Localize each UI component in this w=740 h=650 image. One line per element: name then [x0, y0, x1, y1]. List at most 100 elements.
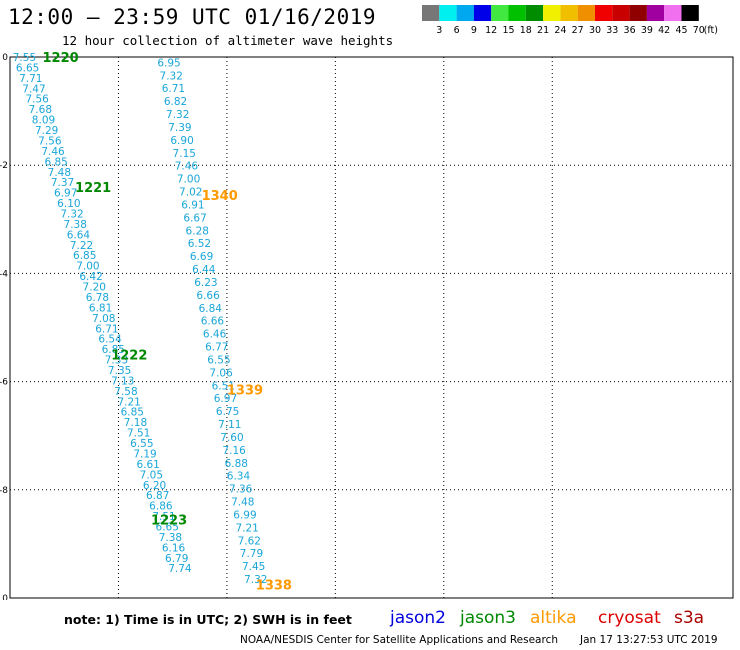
footer-credit: NOAA/NESDIS Center for Satellite Applica… — [240, 634, 558, 646]
legend-label-15: 15 — [502, 25, 514, 36]
wave-height-value: 7.32 — [166, 109, 189, 121]
wave-height-value: 6.64 — [67, 229, 91, 241]
legend-label-24: 24 — [554, 25, 566, 36]
wave-height-value: 7.38 — [159, 532, 182, 544]
wave-height-value: 6.34 — [227, 471, 251, 483]
wave-height-value: 7.39 — [168, 122, 191, 134]
wave-height-value: 6.44 — [192, 264, 216, 276]
legend-label-36: 36 — [624, 25, 636, 36]
satellite-label-cryosat: cryosat — [598, 608, 661, 628]
wave-height-value: 7.71 — [19, 73, 42, 85]
wave-height-value: 6.85 — [102, 344, 125, 356]
wave-height-value: 6.90 — [170, 135, 193, 147]
wave-height-value: 6.55 — [207, 354, 230, 366]
legend-label-30: 30 — [589, 25, 601, 36]
wave-height-value: 6.84 — [199, 303, 223, 315]
wave-height-value: 7.56 — [38, 135, 62, 147]
wave-height-value: 6.79 — [165, 553, 188, 565]
wave-height-value: 7.18 — [124, 417, 147, 429]
wave-height-value: 6.85 — [121, 407, 144, 419]
wave-height-value: 6.55 — [130, 438, 153, 450]
satellite-label-jason2: jason2 — [390, 608, 446, 628]
wave-height-value: 7.33 — [105, 355, 128, 367]
wave-height-value: 6.97 — [54, 188, 77, 200]
legend-swatch-70 — [681, 5, 699, 21]
wave-height-value: 7.38 — [64, 219, 87, 231]
wave-height-value: 7.32 — [60, 209, 83, 221]
wave-height-value: 6.69 — [190, 251, 213, 263]
footer-note: note: 1) Time is in UTC; 2) SWH is in fe… — [64, 612, 352, 627]
wave-height-value: 7.58 — [114, 386, 137, 398]
wave-height-value: 7.22 — [70, 240, 93, 252]
wave-height-value: 7.00 — [76, 261, 99, 273]
color-scale-legend: 3 6 9 12 15 18 21 24 27 30 33 36 39 42 45 70(ft) — [422, 5, 718, 36]
legend-swatch-27 — [560, 5, 578, 21]
wave-height-value: 7.46 — [175, 161, 199, 173]
pass-time-label: 1222 — [111, 349, 147, 364]
wave-height-value: 7.48 — [231, 497, 254, 509]
satellite-label-altika: altika — [530, 608, 577, 628]
legend-swatch-30 — [577, 5, 595, 21]
wave-height-value: 6.99 — [233, 509, 256, 521]
pass-time-label: 1340 — [202, 189, 238, 204]
wave-height-value: 7.51 — [152, 511, 175, 523]
wave-height-value: 7.16 — [222, 445, 246, 457]
legend-swatch-12 — [473, 5, 492, 21]
wave-height-value: 7.60 — [220, 432, 243, 444]
legend-swatch-42 — [646, 5, 665, 21]
pass-time-label: 1221 — [75, 181, 111, 196]
wave-height-value: 7.62 — [238, 535, 261, 547]
legend-swatch-21 — [525, 5, 544, 21]
wave-height-value: 6.87 — [146, 490, 169, 502]
wave-height-value: 7.36 — [229, 484, 253, 496]
pass-time-label: 1339 — [227, 384, 263, 399]
wave-height-value: 6.65 — [16, 62, 39, 74]
wave-height-value: 7.15 — [173, 148, 196, 160]
wave-height-value: 6.66 — [196, 290, 220, 302]
wave-height-value: 7.11 — [218, 419, 241, 431]
wave-height-value: 7.21 — [235, 522, 258, 534]
wave-height-value: 7.05 — [140, 469, 163, 481]
wave-height-chart: -120-117-114-111-108-105-1000-2-4-6-8-10… — [0, 51, 734, 600]
wave-height-value: 6.65 — [156, 522, 179, 534]
wave-height-value: 6.42 — [79, 271, 102, 283]
wave-height-value: 6.85 — [44, 156, 67, 168]
wave-height-value: 7.20 — [83, 282, 106, 294]
wave-height-value: 7.79 — [240, 548, 263, 560]
legend-label-12: 12 — [485, 25, 497, 36]
legend-swatch-33 — [595, 5, 613, 21]
pass-time-label: 1338 — [256, 578, 292, 593]
legend-label-70: 70 — [693, 25, 705, 36]
legend-swatch-36 — [612, 5, 630, 21]
wave-height-value: 6.61 — [136, 459, 159, 471]
legend-label-39: 39 — [641, 25, 653, 36]
y-tick-label: 0 — [2, 53, 8, 63]
wave-height-value: 6.86 — [149, 501, 173, 513]
pass-time-label: 1220 — [43, 51, 79, 66]
legend-swatch-9 — [456, 5, 474, 21]
legend-swatch-3 — [422, 5, 440, 21]
wave-height-value: 6.82 — [164, 96, 187, 108]
wave-height-value: 7.19 — [133, 448, 156, 460]
wave-height-value: 6.20 — [143, 480, 166, 492]
wave-height-value: 6.51 — [212, 380, 235, 392]
wave-height-value: 6.23 — [194, 277, 217, 289]
legend-label-3: 3 — [436, 25, 442, 36]
wave-height-value: 6.78 — [86, 292, 109, 304]
legend-swatch-45 — [664, 5, 682, 21]
wave-height-value: 7.55 — [13, 52, 36, 64]
pass-time-label: 1223 — [151, 514, 187, 529]
wave-height-value: 6.67 — [183, 212, 206, 224]
wave-height-value: 6.52 — [188, 238, 211, 250]
page-subtitle: 12 hour collection of altimeter wave hei… — [62, 33, 394, 48]
plot-frame — [9, 56, 734, 599]
wave-height-value: 6.66 — [201, 316, 225, 328]
wave-height-value: 8.09 — [32, 115, 55, 127]
wave-height-value: 7.35 — [108, 365, 131, 377]
legend-label-33: 33 — [606, 25, 618, 36]
wave-height-value: 6.91 — [181, 199, 204, 211]
legend-label-45: 45 — [675, 25, 687, 36]
wave-height-value: 6.28 — [186, 225, 209, 237]
legend-unit: (ft) — [704, 25, 718, 36]
legend-label-18: 18 — [520, 25, 532, 36]
